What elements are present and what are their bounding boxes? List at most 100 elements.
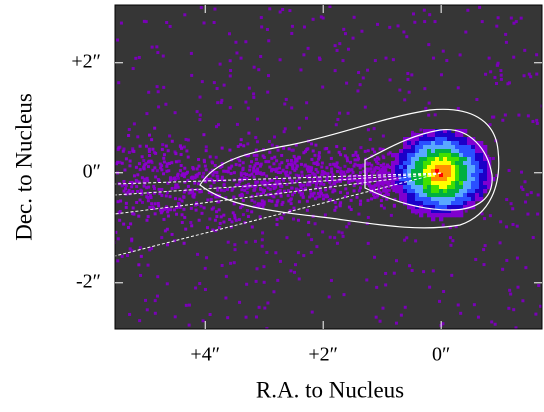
- tail-photon: [373, 167, 377, 171]
- core-pixel: [431, 161, 436, 166]
- tail-photon: [117, 146, 121, 150]
- tail-photon: [143, 163, 147, 167]
- tail-photon: [375, 156, 379, 160]
- tail-photon: [240, 188, 244, 192]
- background-photon: [505, 198, 509, 202]
- tail-photon: [305, 208, 309, 212]
- core-pixel: [419, 169, 424, 174]
- core-pixel: [467, 141, 472, 146]
- core-pixel: [407, 177, 412, 182]
- core-pixel: [439, 217, 444, 222]
- tail-photon: [115, 230, 118, 234]
- core-pixel: [455, 149, 460, 154]
- background-photon: [216, 101, 220, 105]
- tail-photon: [178, 169, 182, 173]
- tail-photon: [231, 211, 235, 215]
- core-pixel: [455, 197, 460, 202]
- background-photon: [161, 143, 165, 147]
- tail-photon: [345, 191, 349, 195]
- tail-photon: [242, 144, 246, 148]
- tail-photon: [185, 170, 189, 174]
- background-photon: [140, 200, 144, 204]
- background-photon: [536, 193, 540, 197]
- background-photon: [232, 261, 236, 265]
- core-pixel: [407, 189, 412, 194]
- tail-photon: [302, 151, 306, 155]
- tail-photon: [358, 165, 362, 169]
- core-pixel: [423, 189, 428, 194]
- background-photon: [353, 153, 357, 157]
- background-photon: [266, 90, 270, 94]
- tail-photon: [175, 212, 179, 216]
- core-pixel: [467, 189, 472, 194]
- tail-photon: [294, 157, 298, 161]
- background-photon: [423, 87, 427, 91]
- tail-photon: [355, 179, 359, 183]
- background-photon: [328, 235, 332, 239]
- background-photon: [514, 20, 518, 24]
- tail-photon: [267, 160, 271, 164]
- background-photon: [419, 128, 423, 132]
- tail-photon: [147, 133, 151, 137]
- core-pixel: [403, 141, 408, 146]
- background-photon: [304, 116, 308, 120]
- tail-photon: [140, 189, 144, 193]
- tail-photon: [107, 221, 110, 224]
- tail-photon: [134, 165, 138, 169]
- background-photon: [334, 123, 338, 127]
- tail-photon: [122, 222, 126, 226]
- core-pixel: [471, 197, 476, 202]
- core-pixel: [459, 189, 464, 194]
- tail-photon: [166, 181, 170, 185]
- background-photon: [406, 71, 410, 75]
- background-photon: [204, 145, 208, 149]
- tail-photon: [383, 187, 387, 191]
- core-pixel: [403, 169, 408, 174]
- core-pixel: [415, 185, 420, 190]
- tail-photon: [359, 178, 363, 182]
- core-pixel: [455, 209, 460, 214]
- tail-photon: [202, 133, 206, 137]
- core-pixel: [399, 189, 404, 194]
- background-photon: [441, 223, 445, 227]
- core-pixel: [439, 157, 444, 162]
- tail-photon: [360, 180, 364, 184]
- tail-photon: [123, 183, 127, 187]
- background-photon: [282, 212, 286, 216]
- background-photon: [445, 59, 449, 63]
- tail-photon: [376, 161, 380, 165]
- background-photon: [290, 31, 294, 35]
- tail-photon: [194, 208, 198, 212]
- core-pixel: [451, 205, 456, 210]
- core-pixel: [395, 177, 400, 182]
- tail-photon: [165, 169, 169, 173]
- core-pixel: [467, 185, 472, 190]
- core-pixel: [431, 189, 436, 194]
- tail-photon: [355, 195, 359, 199]
- tail-photon: [247, 131, 251, 135]
- tail-photon: [156, 201, 160, 205]
- core-pixel: [439, 201, 444, 206]
- background-photon: [512, 308, 516, 312]
- tail-photon: [332, 182, 336, 186]
- tail-photon: [309, 169, 313, 173]
- background-photon: [212, 20, 216, 24]
- tail-photon: [181, 172, 185, 176]
- core-pixel: [427, 181, 432, 186]
- tail-photon: [366, 162, 370, 166]
- core-pixel: [435, 205, 440, 210]
- background-photon: [333, 44, 337, 48]
- tail-photon: [138, 144, 142, 148]
- background-photon: [229, 261, 233, 265]
- tail-photon: [166, 214, 170, 218]
- tail-photon: [123, 187, 127, 191]
- tail-photon: [140, 192, 144, 196]
- tail-photon: [170, 161, 174, 165]
- core-pixel: [471, 177, 476, 182]
- background-photon: [278, 162, 282, 166]
- tail-photon: [259, 202, 263, 206]
- tail-photon: [211, 228, 215, 232]
- tail-photon: [188, 190, 192, 194]
- tail-photon: [186, 155, 190, 159]
- tail-photon: [247, 185, 251, 189]
